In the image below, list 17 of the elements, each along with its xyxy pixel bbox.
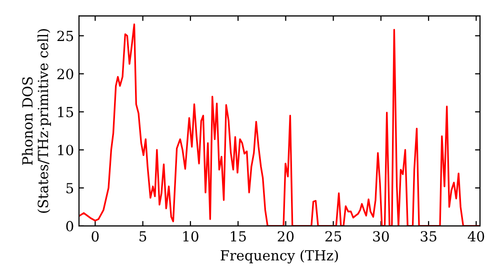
y-tick-label: 5 xyxy=(66,183,74,194)
x-tick-label: 35 xyxy=(420,231,436,242)
x-tick-label: 20 xyxy=(278,231,294,242)
y-tick-label: 10 xyxy=(58,144,74,156)
x-tick-label: 0 xyxy=(92,231,99,242)
y-tick-label: 15 xyxy=(58,106,74,118)
x-tick-label: 15 xyxy=(230,231,246,242)
y-axis-title: Phonon DOS (States/THz·primitive cell) xyxy=(22,29,51,213)
x-tick-label: 40 xyxy=(468,231,484,242)
x-tick-label: 10 xyxy=(183,231,198,242)
y-tick-label: 0 xyxy=(66,220,74,232)
y-tick-label: 25 xyxy=(57,30,74,42)
x-tick-label: 25 xyxy=(325,231,342,242)
x-tick-label: 5 xyxy=(140,231,146,242)
y-tick-label: 20 xyxy=(57,68,74,80)
x-axis-title: Frequency (THz) xyxy=(220,250,338,264)
x-tick-label: 30 xyxy=(373,231,389,242)
